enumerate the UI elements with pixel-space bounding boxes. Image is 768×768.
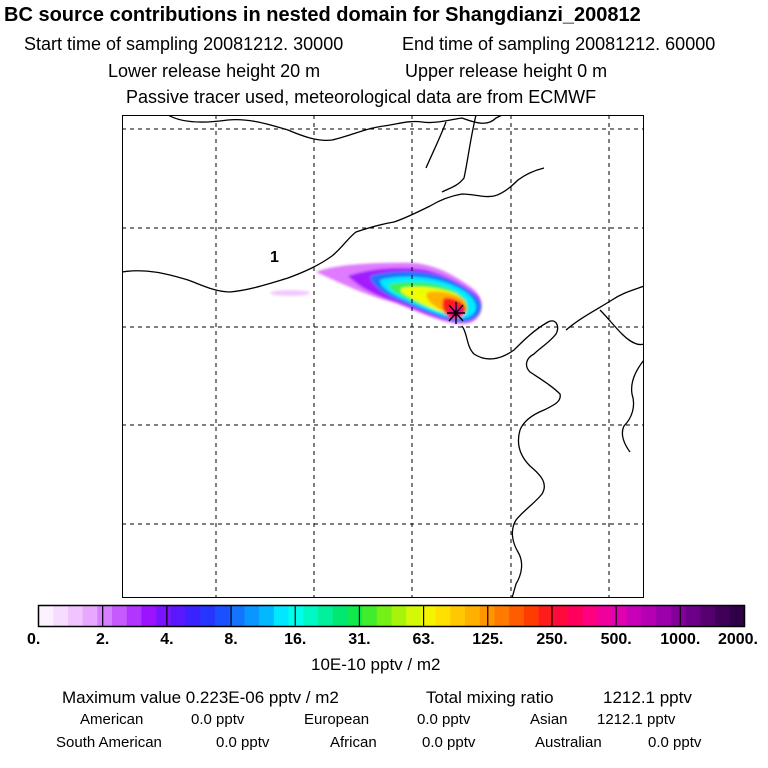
colorbar-tick-label: 8. (224, 631, 237, 648)
colorbar-cell (494, 605, 510, 627)
colorbar-tick-label: 2. (96, 631, 109, 648)
colorbar-cell (568, 605, 584, 627)
coast-north-korea (599, 309, 644, 346)
border-branch-east (425, 121, 447, 169)
australian-label: Australian (535, 734, 602, 751)
total-mixing-ratio-value: 1212.1 pptv (603, 688, 692, 707)
colorbar-cell (376, 605, 392, 627)
asian-label: Asian (530, 711, 568, 728)
colorbar-cell (38, 605, 54, 627)
plot-title: BC source contributions in nested domain… (4, 4, 641, 26)
colorbar-cell (347, 605, 363, 627)
colorbar-cell (715, 605, 731, 627)
end-time-label: End time of sampling 20081212. 60000 (402, 34, 716, 54)
receptor-site-marker (447, 302, 465, 324)
colorbar-cell (465, 605, 481, 627)
colorbar-cell (288, 605, 304, 627)
colorbar-cell (729, 605, 745, 627)
colorbar-tick-label: 500. (601, 631, 632, 648)
colorbar-cell (141, 605, 157, 627)
colorbar-cell (553, 605, 569, 627)
colorbar-tick-label: 2000. (718, 631, 758, 648)
colorbar-tick-label: 0. (27, 631, 40, 648)
american-label: American (80, 711, 144, 728)
colorbar-cell (597, 605, 613, 627)
lower-release-height-label: Lower release height 20 m (108, 61, 321, 81)
coast-korea (565, 285, 644, 331)
colorbar-cell (67, 605, 84, 627)
colorbar-cell (656, 605, 672, 627)
colorbar-cell (229, 605, 245, 627)
colorbar-cell (259, 605, 275, 627)
colorbar-cell (509, 605, 525, 627)
colorbar-cell (362, 605, 378, 627)
south-american-value: 0.0 pptv (216, 734, 270, 751)
border-branch-ne (441, 115, 477, 193)
colorbar-cell (156, 605, 172, 627)
map-frame (122, 115, 644, 598)
total-mixing-ratio-label: Total mixing ratio (426, 688, 554, 707)
colorbar-cell (406, 605, 422, 627)
american-value: 0.0 pptv (191, 711, 245, 728)
colorbar-cell (523, 605, 539, 627)
colorbar-cell (170, 605, 186, 627)
colorbar-cell (538, 605, 554, 627)
start-time-label: Start time of sampling 20081212. 30000 (24, 34, 344, 54)
colorbar-cell (435, 605, 451, 627)
colorbar-cell (420, 605, 437, 627)
colorbar-tick-label: 1000. (660, 631, 700, 648)
tracer-info-label: Passive tracer used, meteorological data… (126, 87, 597, 107)
asian-value: 1212.1 pptv (597, 711, 676, 728)
colorbar-tick-label: 16. (284, 631, 306, 648)
australian-value: 0.0 pptv (648, 734, 702, 751)
colorbar-cell (185, 605, 201, 627)
colorbar-cell (317, 605, 334, 627)
colorbar-cell (582, 605, 598, 627)
colorbar-cell (332, 605, 348, 627)
colorbar-cell (200, 605, 216, 627)
colorbar-cell (700, 605, 716, 627)
colorbar-cell (391, 605, 407, 627)
colorbar-cell (670, 605, 687, 627)
colorbar-cell (112, 605, 128, 627)
colorbar-tick-label: 250. (536, 631, 567, 648)
coast-liaodong (621, 359, 644, 453)
upper-release-height-label: Upper release height 0 m (405, 61, 608, 81)
northern-border (167, 115, 503, 142)
european-value: 0.0 pptv (417, 711, 471, 728)
colorbar-tick-label: 125. (472, 631, 503, 648)
colorbar-cell (685, 605, 701, 627)
colorbar-cell (215, 605, 231, 627)
african-label: African (330, 734, 377, 751)
region-label: 1 (270, 249, 279, 266)
inner-mongolia-border (122, 167, 545, 293)
colorbar-unit-label: 10E-10 pptv / m2 (311, 655, 441, 674)
colorbar-frame (37, 604, 746, 628)
colorbar-cell (53, 605, 69, 627)
plume-faint (270, 290, 310, 296)
maximum-value-label: Maximum value 0.223E-06 pptv / m2 (62, 688, 339, 707)
african-value: 0.0 pptv (422, 734, 476, 751)
colorbar-cell (82, 605, 98, 627)
european-label: European (304, 711, 370, 728)
colorbar-tick-label: 4. (160, 631, 173, 648)
colorbar-cell (97, 605, 113, 627)
south-american-label: South American (56, 734, 162, 751)
colorbar-tick-label: 31. (348, 631, 370, 648)
colorbar-cell (244, 605, 260, 627)
colorbar-cell (126, 605, 142, 627)
colorbar-cell (303, 605, 319, 627)
coastlines-and-borders (122, 115, 644, 598)
colorbar-cell (273, 605, 289, 627)
coast-shandong (511, 429, 545, 598)
colorbar-cell (450, 605, 466, 627)
colorbar-cell (612, 605, 628, 627)
colorbar-cell (626, 605, 642, 627)
colorbar-tick-label: 63. (412, 631, 434, 648)
colorbar-cell (641, 605, 657, 627)
coast-bohai (461, 320, 561, 431)
